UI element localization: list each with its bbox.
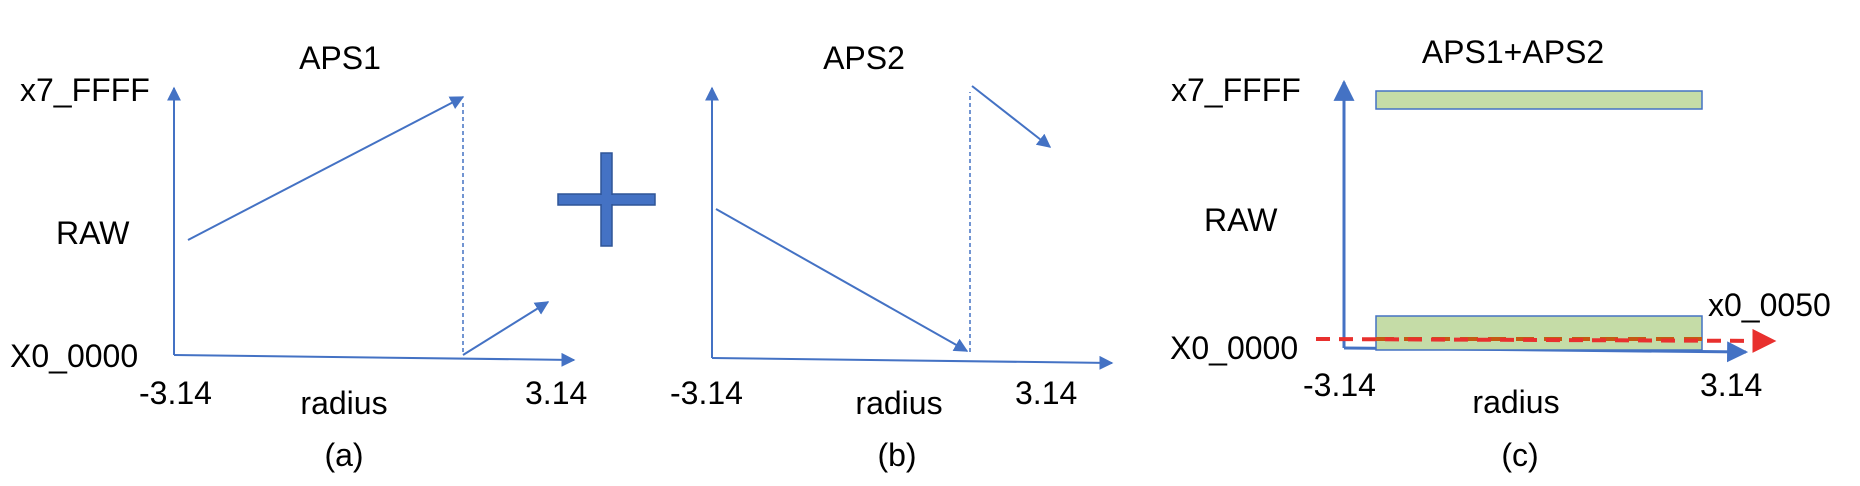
panel-c-top-band <box>1375 90 1703 110</box>
panel-b-x-axis-label: radius <box>855 385 943 421</box>
panel-a-plot <box>167 86 576 367</box>
panel-c-caption: (c) <box>1501 437 1539 473</box>
panel-a-ramp-restart <box>462 301 550 356</box>
panel-a-x-left-label: -3.14 <box>139 375 212 411</box>
panel-c-y-bottom-label: X0_0000 <box>1170 330 1299 366</box>
panel-c-bottom-band <box>1375 315 1703 351</box>
panel-b-caption: (b) <box>877 437 917 473</box>
panel-b-x-right-label: 3.14 <box>1015 375 1078 411</box>
panel-c-plot <box>1315 79 1777 363</box>
panel-a-caption: (a) <box>324 437 364 473</box>
panel-b-x-left-label: -3.14 <box>670 375 743 411</box>
panel-b-title: APS2 <box>823 40 905 76</box>
panel-c-offset-label: x0_0050 <box>1708 287 1831 323</box>
panel-c-x-axis-label: radius <box>1472 384 1560 420</box>
panel-c-title: APS1+APS2 <box>1421 34 1605 70</box>
panel-a-y-bottom-label: X0_0000 <box>10 338 139 374</box>
panel-a-x-axis <box>173 352 576 367</box>
panel-b-x-axis <box>711 355 1114 370</box>
panel-b-ramp-line <box>715 208 969 352</box>
panel-a-title: APS1 <box>299 40 381 76</box>
panel-c-x-left-label: -3.14 <box>1303 367 1376 403</box>
panel-b-ramp-restart <box>971 85 1052 148</box>
panel-c-y-mid-label: RAW <box>1204 202 1278 238</box>
panel-b-plot <box>705 85 1114 370</box>
panel-c-y-top-label: x7_FFFF <box>1171 72 1301 108</box>
panel-c-zero-dashed-red <box>1315 328 1777 353</box>
panel-a-x-axis-label: radius <box>300 385 388 421</box>
panel-a-y-mid-label: RAW <box>56 215 130 251</box>
panel-a-ramp-line <box>187 96 465 241</box>
panel-a-y-top-label: x7_FFFF <box>20 72 150 108</box>
panel-c-x-right-label: 3.14 <box>1700 367 1763 403</box>
plus-icon <box>557 152 656 247</box>
panel-a-x-right-label: 3.14 <box>525 375 588 411</box>
